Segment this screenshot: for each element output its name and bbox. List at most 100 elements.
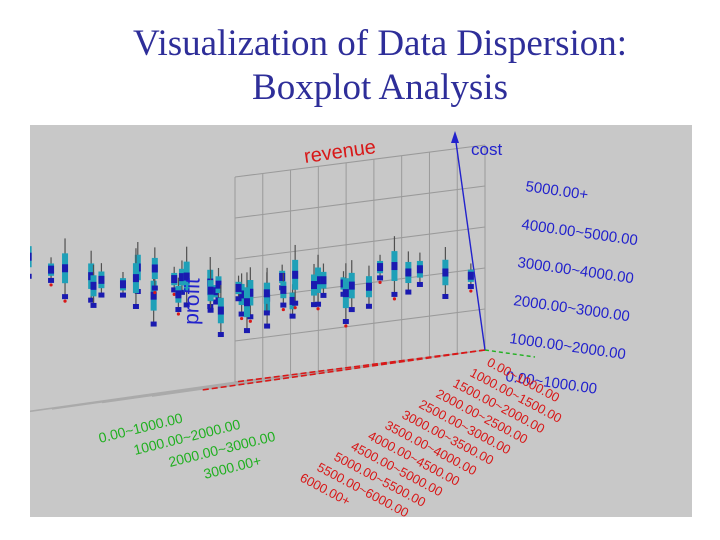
boxplot-median — [119, 280, 126, 289]
boxplot-low-mark — [175, 307, 182, 313]
cost-axis-line — [454, 134, 486, 351]
boxplot-low-mark — [377, 275, 384, 281]
boxplot-glyph — [391, 236, 398, 301]
boxplot-glyph — [342, 263, 349, 328]
boxplot-median — [405, 268, 412, 277]
boxplot-low-mark — [119, 292, 126, 298]
boxplot-median — [48, 265, 55, 274]
boxplot-median — [342, 289, 349, 298]
boxplot-glyph — [207, 269, 214, 313]
boxplot-outlier — [316, 307, 320, 311]
profit-axis-line — [234, 349, 486, 383]
boxplot-low-mark — [348, 307, 355, 313]
boxplot-outlier — [49, 283, 53, 287]
boxplot-outlier — [172, 292, 176, 296]
boxplot-glyph — [90, 264, 97, 308]
boxplot-median — [377, 263, 384, 272]
boxplot-median — [235, 283, 242, 292]
boxplot-outlier — [344, 324, 348, 328]
boxplot-low-mark — [247, 314, 254, 320]
cost-axis-arrow — [451, 131, 459, 143]
boxplot-glyph — [405, 251, 412, 295]
boxplot-glyph — [315, 254, 322, 311]
title-line-1: Visualization of Data Dispersion: — [132, 23, 628, 64]
boxplot-median — [247, 288, 254, 297]
boxplot-low-mark — [171, 287, 178, 293]
boxplot-median — [320, 276, 327, 285]
boxplot-glyph — [119, 271, 126, 298]
slide-title: Visualization of Data Dispersion: Boxplo… — [0, 22, 720, 110]
boxplot-outlier — [63, 299, 67, 303]
grid-horizontal-line — [234, 226, 486, 260]
grid-horizontal-line — [234, 144, 486, 178]
boxplot-glyph — [247, 267, 254, 323]
cost-axis-title: cost — [471, 140, 502, 159]
boxplot-low-mark — [98, 292, 105, 298]
boxplot-median — [348, 281, 355, 290]
boxplot-median — [215, 280, 222, 289]
boxplot-low-mark — [243, 328, 250, 334]
title-line-2: Boxplot Analysis — [252, 67, 508, 108]
boxplot-glyph — [183, 246, 190, 308]
boxplot-glyph — [292, 244, 299, 310]
boxplot-median — [263, 289, 270, 298]
boxplot-median — [217, 306, 224, 315]
boxplot-low-mark — [235, 296, 242, 302]
boxplot-outlier — [176, 312, 180, 316]
boxplot-low-mark — [25, 273, 32, 279]
boxplot-low-mark — [264, 323, 271, 329]
boxplot-median — [62, 264, 69, 273]
boxplot-glyph — [175, 277, 182, 316]
boxplot-glyph — [442, 247, 449, 299]
boxplot-glyph — [348, 260, 355, 313]
boxplot-low-mark — [365, 303, 372, 309]
boxplot-glyph — [311, 263, 318, 308]
boxplot-low-mark — [320, 292, 327, 298]
boxplot-median — [279, 272, 286, 281]
boxplot-glyph — [217, 285, 224, 338]
boxplot-outlier — [240, 316, 244, 321]
boxplot-low-mark — [217, 332, 224, 338]
boxplot-median — [98, 275, 105, 284]
boxplot-glyph — [320, 263, 327, 298]
boxplot-low-mark — [263, 310, 270, 316]
boxplot-low-mark — [90, 302, 97, 308]
boxplot-glyph — [171, 266, 178, 296]
grid-horizontal-line — [234, 185, 486, 219]
boxplot-median — [467, 271, 474, 280]
boxplot-low-mark — [48, 277, 55, 283]
boxplot-glyph — [132, 248, 139, 309]
boxplot-low-mark — [342, 319, 349, 325]
grid-horizontal-line — [234, 308, 486, 342]
boxplot-glyph — [467, 263, 474, 293]
boxplot-low-mark — [289, 313, 296, 319]
boxplot-glyph — [377, 254, 384, 284]
boxplot-median — [243, 298, 250, 307]
boxplot-median — [132, 274, 139, 283]
boxplot-glyph — [238, 273, 245, 321]
boxplot-low-mark — [238, 311, 245, 317]
boxplot-outlier — [293, 306, 297, 310]
axis-lines — [201, 131, 536, 391]
boxplot-outlier — [378, 280, 382, 284]
boxplot-3d-chart: revenue cost profit 5000.00+ 4000.00~5000.00… — [0, 125, 692, 522]
boxplot-low-mark — [442, 293, 449, 299]
boxplot-median — [292, 270, 299, 279]
boxplot-outlier — [392, 297, 397, 301]
boxplot-median — [238, 290, 245, 299]
boxplot-outlier — [281, 307, 285, 312]
boxplot-median — [183, 272, 190, 281]
boxplot-glyph — [62, 238, 69, 303]
boxplot-low-mark — [183, 302, 190, 308]
boxplot-low-mark — [132, 303, 139, 309]
chart-svg: revenue costprofit5000.00+4000.00~5000.00… — [0, 125, 692, 520]
boxplot-median — [315, 276, 322, 285]
boxplot-low-mark — [151, 285, 158, 291]
boxplot-low-mark — [280, 302, 287, 308]
boxplot-median — [171, 275, 178, 284]
boxplot-median — [391, 262, 398, 271]
boxplot-median — [365, 282, 372, 291]
boxplot-glyph — [235, 275, 242, 302]
boxplot-glyph — [280, 273, 287, 312]
boxplot-low-mark — [405, 289, 412, 295]
